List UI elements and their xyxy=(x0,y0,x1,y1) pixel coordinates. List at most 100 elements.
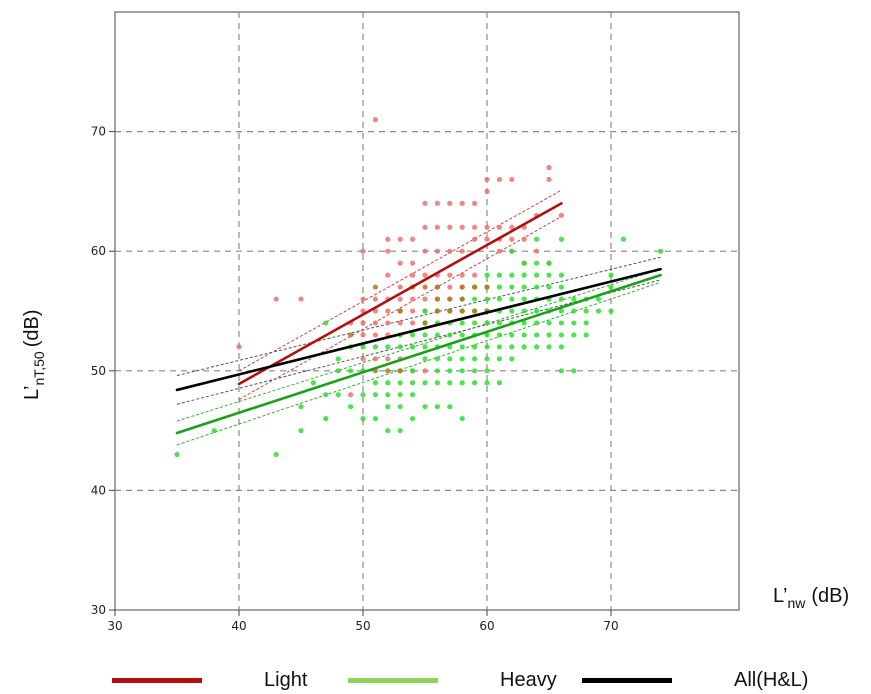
data-point-light-71 xyxy=(348,392,354,398)
x-axis-label: L’nw (dB) xyxy=(773,585,849,611)
data-point-light-18 xyxy=(546,164,552,171)
data-point-heavy-45 xyxy=(534,344,540,350)
data-point-light-25 xyxy=(410,260,416,266)
data-point-light-12 xyxy=(459,200,465,206)
data-point-heavy-77 xyxy=(521,332,527,338)
data-point-heavy-5 xyxy=(323,416,329,422)
data-point-heavy-12 xyxy=(397,428,403,434)
data-point-heavy-63 xyxy=(434,356,440,362)
data-point-light-74 xyxy=(385,356,391,362)
data-point-heavy-25 xyxy=(459,380,465,386)
data-point-heavy-130 xyxy=(546,272,552,278)
data-point-light-41 xyxy=(521,236,527,242)
data-point-heavy-4 xyxy=(298,404,304,410)
data-point-heavy-82 xyxy=(583,332,589,338)
data-point-heavy-89 xyxy=(496,320,502,326)
data-point-heavy-143 xyxy=(583,320,589,326)
data-point-heavy-18 xyxy=(372,380,378,386)
data-point-light-10 xyxy=(434,200,440,206)
data-point-heavy-112 xyxy=(496,296,502,302)
data-point-heavy-113 xyxy=(509,296,515,302)
data-point-heavy-94 xyxy=(558,320,565,326)
data-point-light-2 xyxy=(298,296,304,302)
data-point-heavy-141 xyxy=(571,368,577,374)
data-point-heavy-155 xyxy=(422,308,428,314)
data-point-heavy-72 xyxy=(459,332,465,338)
x-tick-labels: 30 40 50 60 70 xyxy=(107,610,619,633)
data-point-light-42 xyxy=(410,272,416,278)
data-point-overlap-10 xyxy=(459,308,465,314)
data-point-heavy-136 xyxy=(509,248,515,254)
data-point-light-16 xyxy=(509,176,515,183)
data-point-heavy-39 xyxy=(459,344,465,350)
data-point-light-23 xyxy=(385,248,391,254)
data-point-light-7 xyxy=(410,236,416,242)
data-point-overlap-2 xyxy=(422,284,428,290)
data-point-heavy-133 xyxy=(521,260,527,266)
data-point-heavy-134 xyxy=(534,260,540,266)
data-point-heavy-126 xyxy=(558,284,565,290)
data-point-heavy-15 xyxy=(335,368,341,374)
data-point-heavy-93 xyxy=(546,320,552,326)
data-point-overlap-7 xyxy=(397,308,403,314)
data-point-heavy-58 xyxy=(410,416,416,422)
data-point-heavy-146 xyxy=(459,368,465,374)
data-point-light-47 xyxy=(472,272,478,278)
data-point-light-13 xyxy=(472,200,478,206)
data-point-light-27 xyxy=(434,248,440,254)
data-point-heavy-109 xyxy=(608,308,614,314)
data-point-heavy-2 xyxy=(273,451,279,458)
data-point-heavy-129 xyxy=(534,272,540,278)
data-point-heavy-79 xyxy=(546,332,552,338)
data-point-heavy-1 xyxy=(211,428,217,434)
legend-label-heavy: Heavy xyxy=(500,668,557,691)
data-point-light-72 xyxy=(360,356,366,362)
data-point-light-5 xyxy=(385,236,391,242)
data-point-light-58 xyxy=(385,308,391,314)
data-point-overlap-0 xyxy=(372,284,378,290)
data-point-heavy-103 xyxy=(534,308,540,314)
data-point-heavy-23 xyxy=(434,380,440,386)
data-point-heavy-75 xyxy=(496,332,502,338)
data-point-light-48 xyxy=(360,296,366,302)
data-point-heavy-149 xyxy=(447,368,453,374)
x-tick-label-50: 50 xyxy=(355,619,370,633)
data-point-heavy-114 xyxy=(521,296,527,302)
data-point-heavy-86 xyxy=(459,320,465,326)
regression-line-allhl xyxy=(175,267,662,392)
data-point-heavy-49 xyxy=(372,392,378,398)
data-point-heavy-21 xyxy=(410,380,416,386)
data-point-heavy-11 xyxy=(385,428,391,434)
y-tick-label-40: 40 xyxy=(91,483,106,497)
data-point-heavy-138 xyxy=(558,236,565,242)
data-point-light-9 xyxy=(422,224,428,230)
regression-line-heavy xyxy=(175,273,662,435)
data-point-light-63 xyxy=(360,320,366,326)
data-point-heavy-111 xyxy=(484,296,490,302)
data-point-heavy-87 xyxy=(472,320,478,326)
data-point-heavy-20 xyxy=(397,380,403,386)
regression-lines xyxy=(175,202,662,435)
data-point-light-49 xyxy=(372,296,378,302)
data-point-heavy-102 xyxy=(521,308,527,314)
plot-frame xyxy=(114,11,740,611)
y-axis-label: L’nT,50 (dB) xyxy=(21,309,47,400)
confidence-band-light-lower xyxy=(238,216,562,400)
data-point-overlap-5 xyxy=(472,284,478,290)
data-point-heavy-71 xyxy=(447,332,453,338)
data-point-light-67 xyxy=(410,320,416,326)
legend-item-light: Light xyxy=(112,666,307,694)
data-point-overlap-14 xyxy=(434,296,440,302)
data-point-heavy-29 xyxy=(335,356,341,362)
data-point-heavy-88 xyxy=(484,320,490,326)
legend-label-all: All(H&L) xyxy=(734,668,809,691)
data-point-light-24 xyxy=(397,260,403,266)
data-point-light-21 xyxy=(558,212,565,218)
data-point-light-33 xyxy=(472,224,478,230)
data-point-heavy-158 xyxy=(484,272,490,278)
data-point-heavy-47 xyxy=(558,344,565,350)
y-tick-label-60: 60 xyxy=(91,244,106,258)
y-tick-label-50: 50 xyxy=(91,364,106,378)
data-point-heavy-132 xyxy=(608,272,614,278)
data-point-heavy-95 xyxy=(571,320,577,326)
